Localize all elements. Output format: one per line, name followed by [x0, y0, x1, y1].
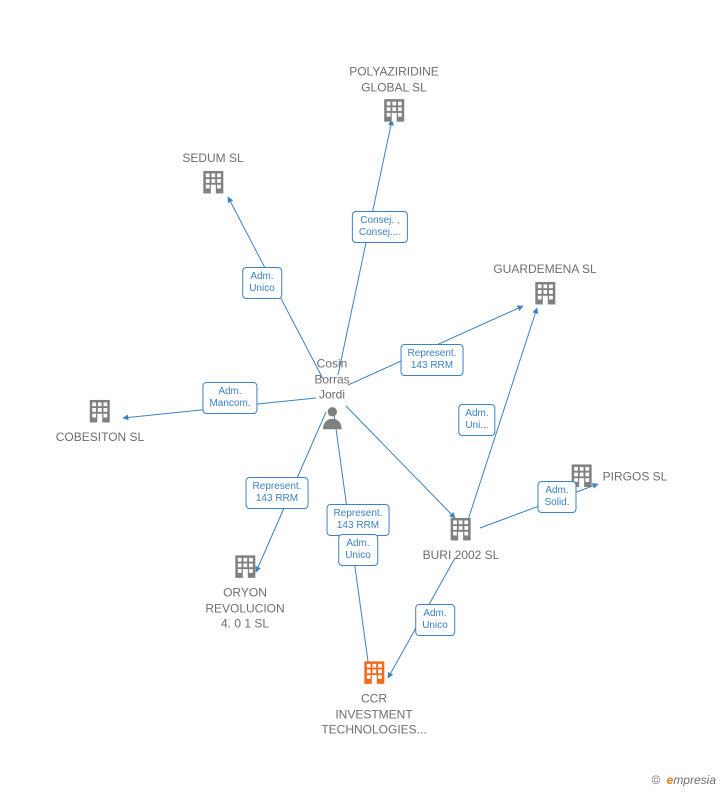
building-icon — [359, 658, 389, 688]
person-icon — [318, 403, 346, 431]
node-label: Cosin Borras Jordi — [314, 357, 349, 404]
building-icon — [85, 396, 115, 426]
edge-line — [228, 197, 323, 379]
edge-label: Consej. , Consej.... — [352, 211, 408, 243]
edge-line — [346, 406, 455, 518]
edge-label: Adm. Unico — [242, 267, 282, 299]
building-icon — [379, 96, 409, 126]
edge-line — [334, 414, 370, 676]
node-cobesiton[interactable]: COBESITON SL — [56, 396, 144, 446]
edge-line — [348, 306, 523, 385]
brand-rest: mpresia — [673, 773, 716, 787]
node-guardemena[interactable]: GUARDEMENA SL — [493, 262, 596, 312]
edge-label: Represent. 143 RRM — [246, 477, 309, 509]
edge-label: Represent. 143 RRM — [401, 344, 464, 376]
node-sedum[interactable]: SEDUM SL — [182, 151, 243, 201]
node-ccr[interactable]: CCR INVESTMENT TECHNOLOGIES... — [321, 658, 426, 739]
building-icon — [230, 552, 260, 582]
edge-label: Represent. 143 RRM — [327, 504, 390, 536]
footer-credit: © empresia — [651, 773, 716, 787]
edge-label: Adm. Unico — [415, 604, 455, 636]
node-buri[interactable]: BURI 2002 SL — [423, 514, 500, 564]
node-cosin[interactable]: Cosin Borras Jordi — [314, 357, 349, 436]
network-diagram: Cosin Borras Jordi SEDUM SL POLYAZIRIDIN… — [0, 0, 728, 795]
edge-line — [256, 412, 326, 572]
edge-label: Adm. Mancom. — [202, 382, 257, 414]
edge-line — [123, 398, 316, 418]
edge-line — [468, 308, 537, 520]
node-label: BURI 2002 SL — [423, 548, 500, 564]
node-label: POLYAZIRIDINE GLOBAL SL — [349, 64, 439, 95]
building-icon — [530, 278, 560, 308]
node-label: COBESITON SL — [56, 430, 144, 446]
edge-line — [338, 120, 392, 375]
copyright-symbol: © — [651, 773, 660, 787]
node-polyaziridine[interactable]: POLYAZIRIDINE GLOBAL SL — [349, 64, 439, 129]
edge-label: Adm. Uni... — [458, 404, 495, 436]
building-icon — [446, 514, 476, 544]
node-label: SEDUM SL — [182, 151, 243, 167]
node-label: CCR INVESTMENT TECHNOLOGIES... — [321, 692, 426, 739]
node-oryon[interactable]: ORYON REVOLUCION 4. 0 1 SL — [205, 552, 284, 633]
node-label: GUARDEMENA SL — [493, 262, 596, 278]
node-label: PIRGOS SL — [603, 470, 668, 486]
edge-label: Adm. Unico — [338, 534, 378, 566]
node-pirgos[interactable]: PIRGOS SL — [567, 461, 668, 496]
node-label: ORYON REVOLUCION 4. 0 1 SL — [205, 586, 284, 633]
building-icon — [567, 461, 597, 491]
building-icon — [198, 167, 228, 197]
